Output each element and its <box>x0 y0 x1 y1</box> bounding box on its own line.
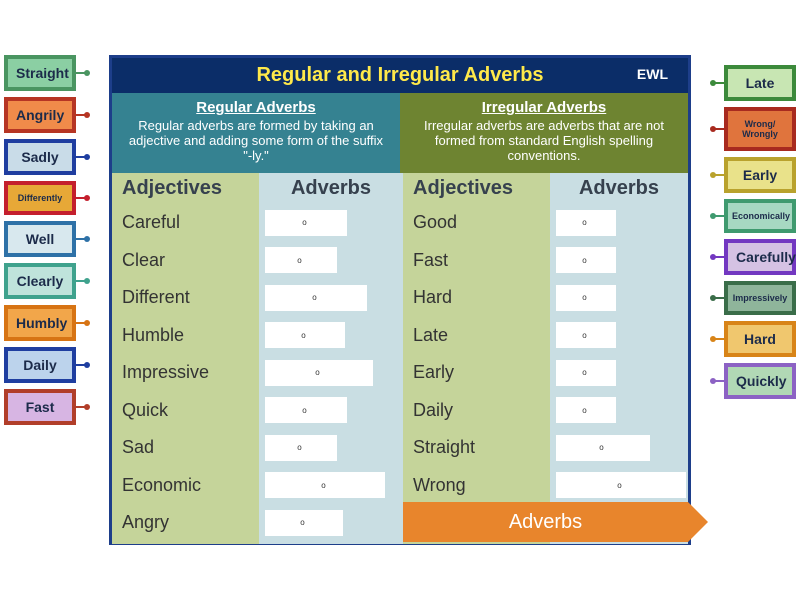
word-card[interactable]: Early <box>724 157 796 193</box>
adjective-cell: Late <box>403 317 550 355</box>
adverb-drop-cell[interactable]: o <box>259 204 403 242</box>
adverb-drop-cell[interactable]: o <box>259 317 403 355</box>
adverb-drop-cell[interactable]: o <box>259 467 403 505</box>
adverb-drop-cell[interactable]: o <box>550 279 688 317</box>
left-card-column: Straight Angrily Sadly Differently Well Clear… <box>4 55 76 425</box>
word-card[interactable]: Angrily <box>4 97 76 133</box>
irregular-adjectives-column: GoodFastHardLateEarlyDailyStraightWrong <box>403 204 550 544</box>
adverb-drop-cell[interactable]: o <box>259 392 403 430</box>
adjective-cell: Good <box>403 204 550 242</box>
word-card[interactable]: Hard <box>724 321 796 357</box>
drop-slot[interactable]: o <box>556 435 650 461</box>
column-header-row: Adjectives Adverbs Adjectives Adverbs <box>112 173 688 204</box>
adverb-drop-cell[interactable]: o <box>550 467 688 505</box>
adjective-cell: Careful <box>112 204 259 242</box>
table-body: CarefulClearDifferentHumbleImpressiveQui… <box>112 204 688 544</box>
adverb-drop-cell[interactable]: o <box>550 242 688 280</box>
drop-slot[interactable]: o <box>265 435 337 461</box>
header-irr-adverbs: Adverbs <box>550 173 688 204</box>
word-card[interactable]: Impressively <box>724 281 796 315</box>
adverb-drop-cell[interactable]: o <box>259 279 403 317</box>
irregular-adverbs-column: oooooooo <box>550 204 688 544</box>
word-card[interactable]: Fast <box>4 389 76 425</box>
adjective-cell: Clear <box>112 242 259 280</box>
drop-slot[interactable]: o <box>556 360 616 386</box>
word-card[interactable]: Well <box>4 221 76 257</box>
adjective-cell: Sad <box>112 429 259 467</box>
word-card[interactable]: Straight <box>4 55 76 91</box>
header-reg-adjectives: Adjectives <box>112 173 259 204</box>
adverb-drop-cell[interactable]: o <box>550 317 688 355</box>
drop-slot[interactable]: o <box>265 322 345 348</box>
drop-slot[interactable]: o <box>556 397 616 423</box>
adjective-cell: Angry <box>112 504 259 542</box>
drop-slot[interactable]: o <box>556 210 616 236</box>
adverbs-panel: Regular and Irregular Adverbs EWL Regula… <box>109 55 691 545</box>
word-card[interactable]: Daily <box>4 347 76 383</box>
adjective-cell: Early <box>403 354 550 392</box>
adjective-cell: Daily <box>403 392 550 430</box>
word-card[interactable]: Late <box>724 65 796 101</box>
adjective-cell: Humble <box>112 317 259 355</box>
irregular-description: Irregular Adverbs Irregular adverbs are … <box>400 93 688 173</box>
header-irr-adjectives: Adjectives <box>403 173 550 204</box>
drop-slot[interactable]: o <box>265 285 367 311</box>
adverb-drop-cell[interactable]: o <box>550 204 688 242</box>
word-card[interactable]: Humbly <box>4 305 76 341</box>
adverb-drop-cell[interactable]: o <box>550 354 688 392</box>
adverb-drop-cell[interactable]: o <box>259 504 403 542</box>
adjective-cell: Wrong <box>403 467 550 505</box>
adverb-drop-cell[interactable]: o <box>259 354 403 392</box>
regular-adverbs-column: ooooooooo <box>259 204 403 544</box>
adverb-drop-cell[interactable]: o <box>550 429 688 467</box>
regular-adjectives-column: CarefulClearDifferentHumbleImpressiveQui… <box>112 204 259 544</box>
drop-slot[interactable]: o <box>265 210 347 236</box>
word-card[interactable]: Economically <box>724 199 796 233</box>
drop-slot[interactable]: o <box>265 247 337 273</box>
word-card[interactable]: Differently <box>4 181 76 215</box>
drop-slot[interactable]: o <box>556 247 616 273</box>
adjective-cell: Quick <box>112 392 259 430</box>
irregular-desc-text: Irregular adverbs are adverbs that are n… <box>412 118 676 163</box>
brand-label: EWL <box>637 66 668 82</box>
adjective-cell: Different <box>112 279 259 317</box>
regular-heading: Regular Adverbs <box>124 99 388 116</box>
irregular-heading: Irregular Adverbs <box>412 99 676 116</box>
drop-slot[interactable]: o <box>265 360 373 386</box>
description-row: Regular Adverbs Regular adverbs are form… <box>112 93 688 173</box>
adverbs-bottom-bar[interactable]: Adverbs <box>403 502 688 542</box>
word-card[interactable]: Sadly <box>4 139 76 175</box>
adjective-cell: Straight <box>403 429 550 467</box>
word-card[interactable]: Quickly <box>724 363 796 399</box>
drop-slot[interactable]: o <box>265 510 343 536</box>
right-card-column: Late Wrong/ Wrongly Early Economically Caref… <box>724 65 796 399</box>
regular-description: Regular Adverbs Regular adverbs are form… <box>112 93 400 173</box>
adjective-cell: Impressive <box>112 354 259 392</box>
regular-desc-text: Regular adverbs are formed by taking an … <box>124 118 388 163</box>
drop-slot[interactable]: o <box>265 472 385 498</box>
panel-title: Regular and Irregular Adverbs <box>112 58 688 93</box>
drop-slot[interactable]: o <box>265 397 347 423</box>
adjective-cell: Fast <box>403 242 550 280</box>
drop-slot[interactable]: o <box>556 322 616 348</box>
adjective-cell: Hard <box>403 279 550 317</box>
word-card[interactable]: Wrong/ Wrongly <box>724 107 796 151</box>
drop-slot[interactable]: o <box>556 285 616 311</box>
adverb-drop-cell[interactable]: o <box>550 392 688 430</box>
word-card[interactable]: Clearly <box>4 263 76 299</box>
header-reg-adverbs: Adverbs <box>259 173 403 204</box>
adverb-drop-cell[interactable]: o <box>259 429 403 467</box>
adjective-cell: Economic <box>112 467 259 505</box>
adverb-drop-cell[interactable]: o <box>259 242 403 280</box>
word-card[interactable]: Carefully <box>724 239 796 275</box>
drop-slot[interactable]: o <box>556 472 686 498</box>
